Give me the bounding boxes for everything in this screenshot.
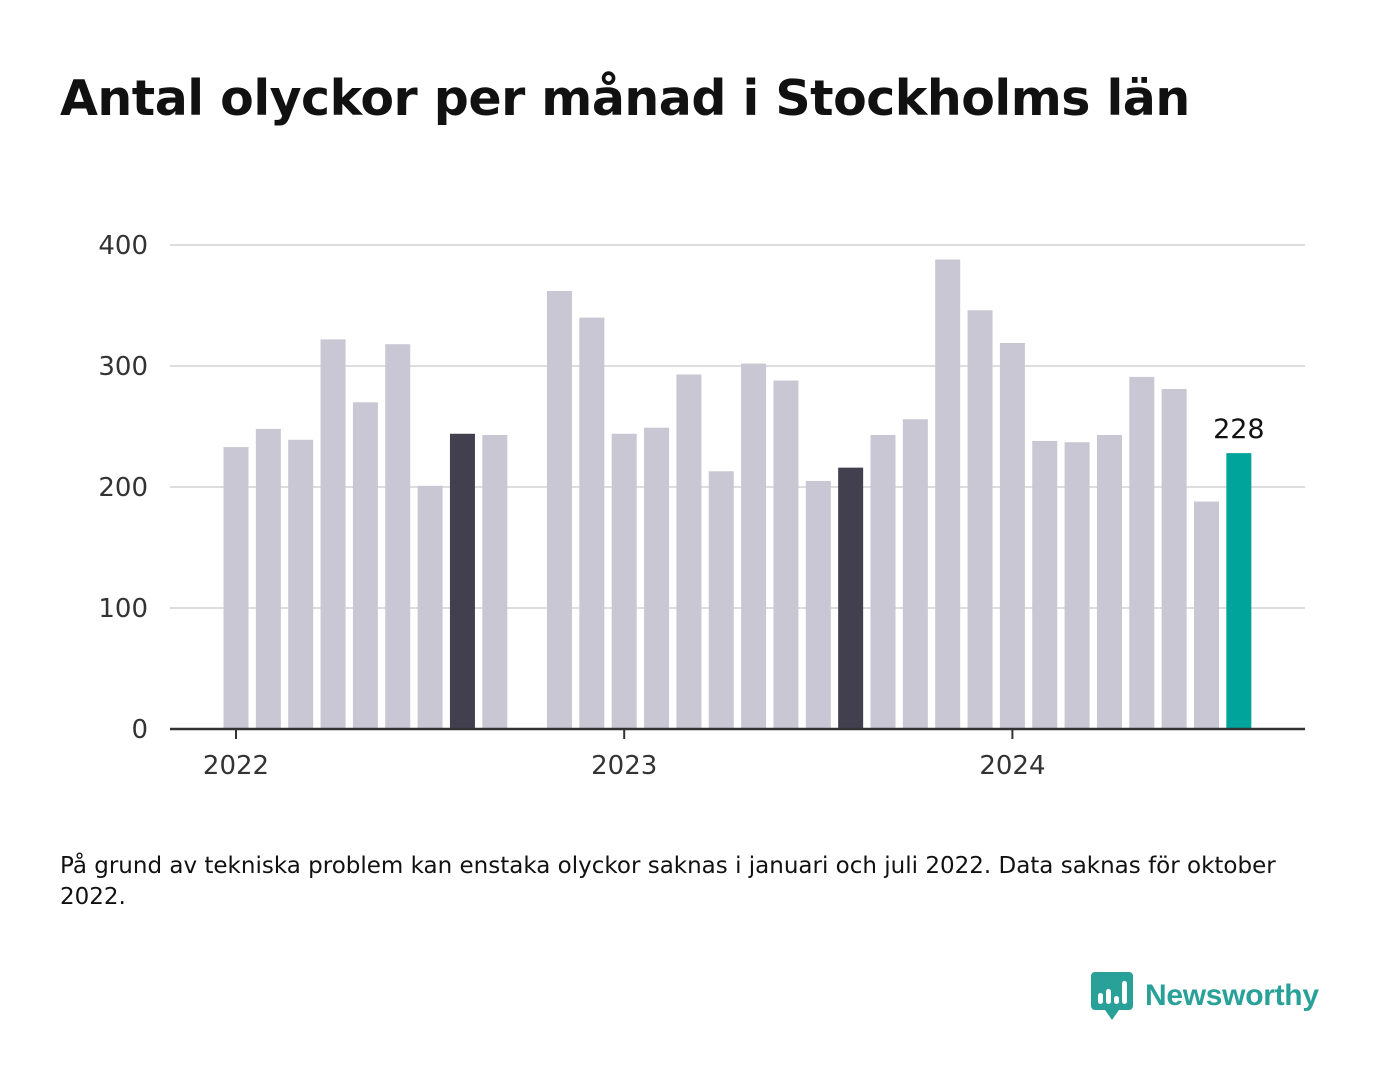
bar xyxy=(1064,442,1090,729)
bar xyxy=(320,339,346,729)
bar xyxy=(805,480,831,729)
x-tick-label: 2023 xyxy=(591,751,657,781)
chart-bubble-icon xyxy=(1091,972,1133,1020)
newsworthy-logo[interactable]: Newsworthy xyxy=(1091,972,1319,1020)
bar xyxy=(967,310,993,729)
footnote: På grund av tekniska problem kan enstaka… xyxy=(60,853,1276,910)
x-tick-label: 2024 xyxy=(979,751,1045,781)
bar xyxy=(644,427,670,729)
brand-name: Newsworthy xyxy=(1145,979,1319,1012)
bar xyxy=(999,343,1025,729)
annotations: 228 xyxy=(1213,414,1265,445)
bar xyxy=(1096,434,1122,729)
bars xyxy=(223,259,1252,729)
y-tick-label: 400 xyxy=(98,231,148,261)
bar xyxy=(741,363,767,729)
bar xyxy=(288,439,314,729)
bar xyxy=(611,433,637,729)
bar xyxy=(1161,388,1187,729)
bar xyxy=(547,290,572,729)
data-label: 228 xyxy=(1213,414,1265,445)
bar xyxy=(255,428,281,729)
bar xyxy=(223,447,249,729)
chart-title: Antal olyckor per månad i Stockholms län xyxy=(60,70,1190,127)
bar xyxy=(385,344,411,729)
bar xyxy=(676,374,702,729)
bar xyxy=(935,259,961,729)
bar xyxy=(902,419,928,729)
y-tick-label: 300 xyxy=(98,352,148,382)
y-tick-label: 100 xyxy=(98,594,148,624)
y-tick-label: 200 xyxy=(98,473,148,503)
bar xyxy=(1129,376,1155,729)
bar xyxy=(417,485,443,729)
bar xyxy=(773,380,799,729)
bar xyxy=(1194,501,1219,729)
bar xyxy=(708,471,734,729)
bar xyxy=(482,434,508,729)
x-axis-ticks: 2022 2023 2024 xyxy=(203,729,1045,781)
y-axis-tick-labels: 0 100 200 300 400 xyxy=(98,231,148,745)
bar xyxy=(1226,453,1252,729)
bar xyxy=(1032,441,1058,729)
bar xyxy=(838,467,864,729)
bar xyxy=(449,433,475,729)
bar-chart: 0 100 200 300 400 2022 2023 2024 228 xyxy=(98,231,1305,781)
bar xyxy=(352,402,378,729)
y-tick-label: 0 xyxy=(131,715,148,745)
x-tick-label: 2022 xyxy=(203,751,269,781)
bar xyxy=(870,434,896,729)
bar xyxy=(579,317,605,729)
